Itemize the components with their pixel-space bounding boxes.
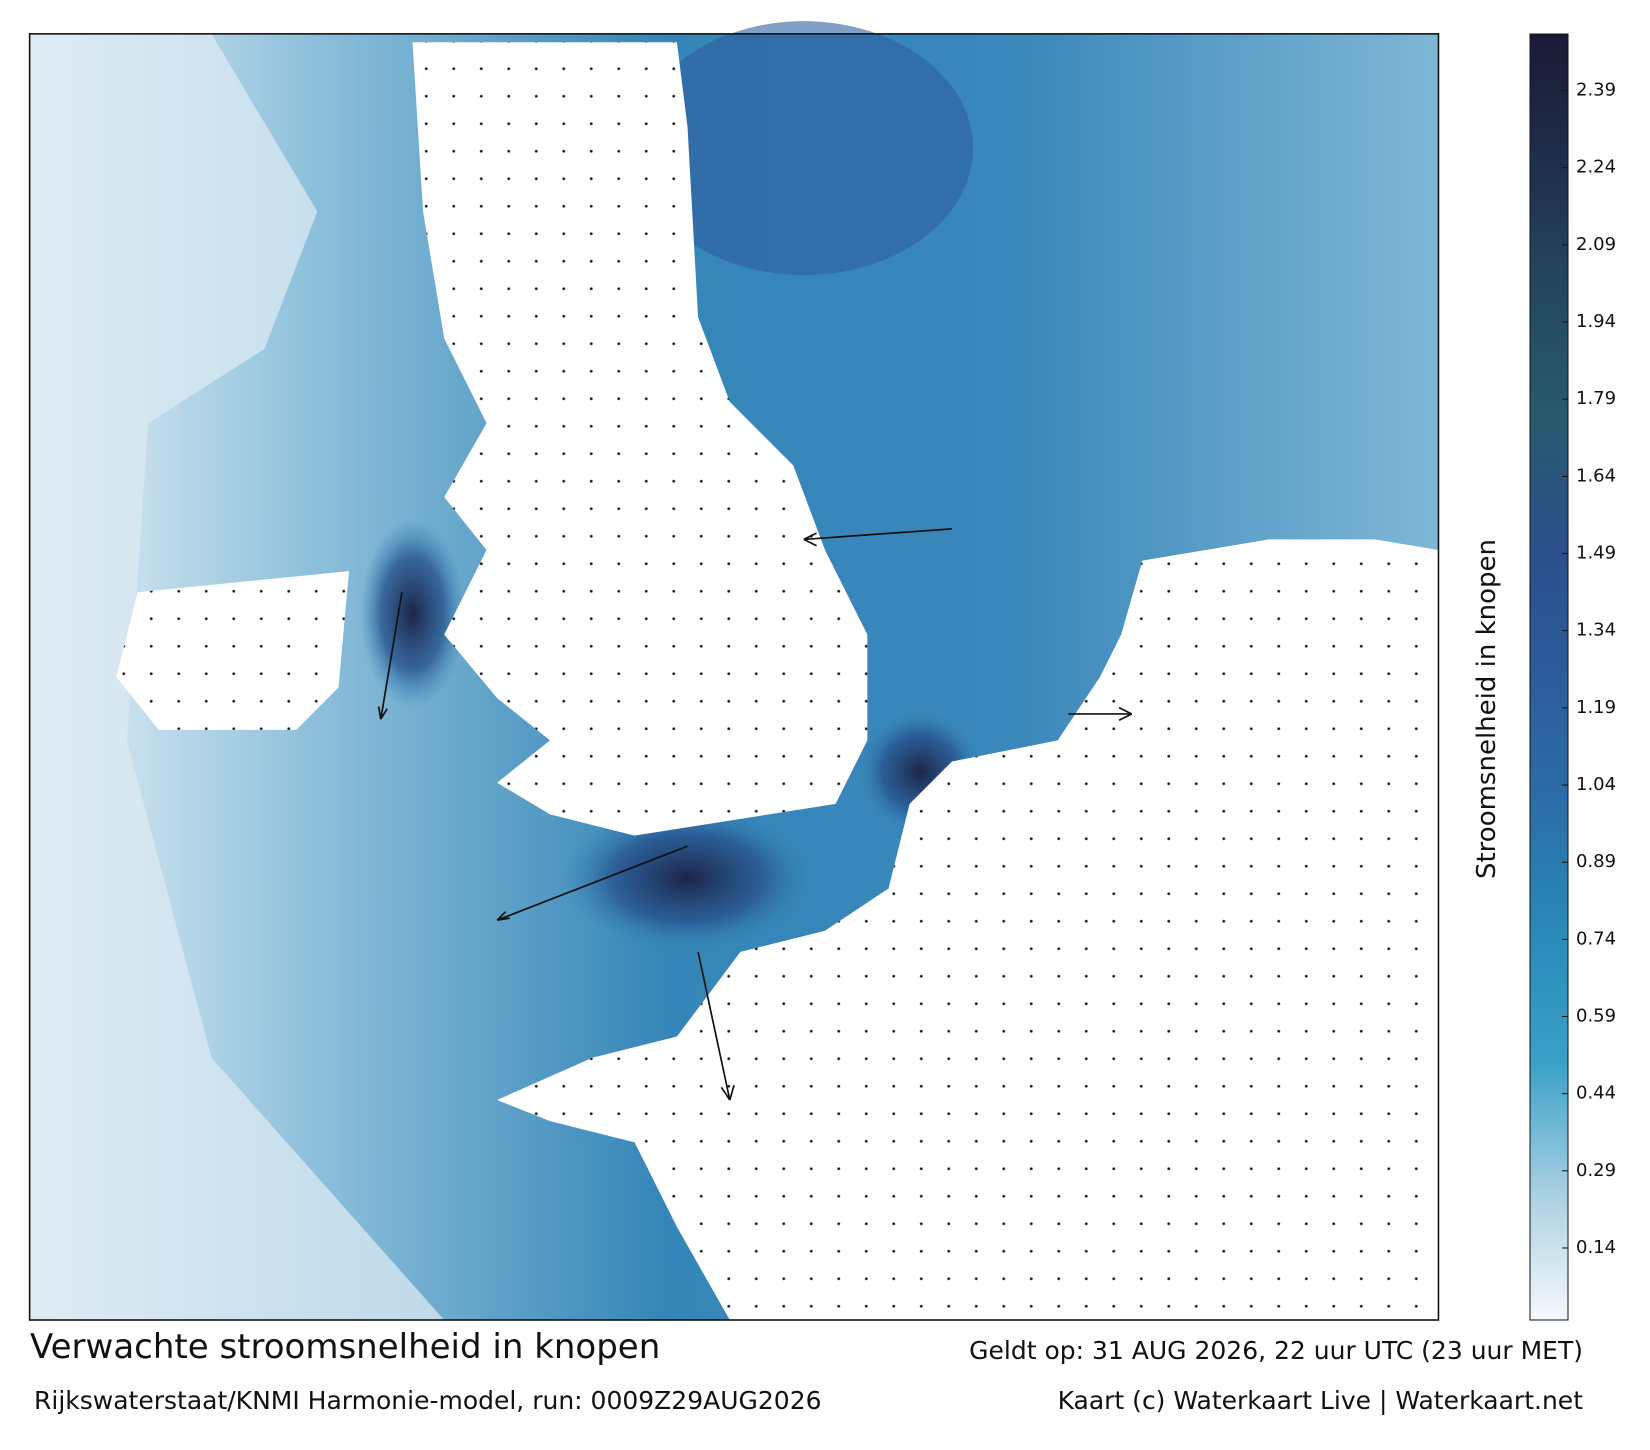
colorbar-tick-label: 2.24 — [1576, 157, 1616, 178]
map — [28, 21, 1440, 1321]
model-run: Rijkswaterstaat/KNMI Harmonie-model, run… — [34, 1386, 822, 1415]
valid-time: Geldt op: 31 AUG 2026, 22 uur UTC (23 uu… — [969, 1336, 1583, 1365]
colorbar-tick-label: 0.74 — [1576, 928, 1616, 949]
colorbar-tick-label: 1.19 — [1576, 697, 1616, 718]
colorbar-tick-label: 0.44 — [1576, 1083, 1616, 1104]
colorbar-tick-label: 1.04 — [1576, 774, 1616, 795]
credit: Kaart (c) Waterkaart Live | Waterkaart.n… — [1058, 1386, 1584, 1415]
colorbar-tick-label: 0.29 — [1576, 1160, 1616, 1181]
colorbar-tick-label: 1.94 — [1576, 311, 1616, 332]
colorbar-tick-label: 1.34 — [1576, 620, 1616, 641]
colorbar — [1529, 33, 1569, 1321]
colorbar-tick-label: 0.89 — [1576, 851, 1616, 872]
colorbar-tick-label: 2.09 — [1576, 234, 1616, 255]
colorbar-tick-label: 1.79 — [1576, 388, 1616, 409]
colorbar-label: Stroomsnelheid in knopen — [1472, 539, 1502, 879]
colorbar-tick-label: 1.49 — [1576, 543, 1616, 564]
colorbar-tick-label: 0.14 — [1576, 1237, 1616, 1258]
colorbar-tick-label: 2.39 — [1576, 80, 1616, 101]
title: Verwachte stroomsnelheid in knopen — [30, 1327, 660, 1367]
colorbar-tick-label: 0.59 — [1576, 1006, 1616, 1027]
colorbar-tick-label: 1.64 — [1576, 465, 1616, 486]
